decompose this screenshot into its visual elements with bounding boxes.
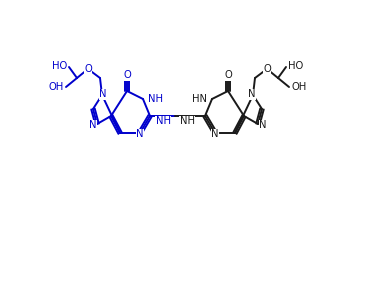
- Text: O: O: [224, 70, 232, 80]
- Text: OH: OH: [291, 82, 306, 92]
- Text: O: O: [84, 64, 92, 74]
- Text: N: N: [89, 120, 96, 130]
- Text: O: O: [263, 64, 271, 74]
- Text: NH: NH: [148, 94, 163, 104]
- Text: N: N: [211, 129, 219, 139]
- Text: N: N: [136, 129, 144, 139]
- Text: HN: HN: [192, 94, 207, 104]
- Text: HO: HO: [288, 61, 303, 71]
- Text: N: N: [259, 120, 266, 130]
- Text: HO: HO: [52, 61, 67, 71]
- Text: OH: OH: [49, 82, 64, 92]
- Text: N: N: [99, 89, 107, 99]
- Text: N: N: [248, 89, 256, 99]
- Text: NH: NH: [155, 116, 170, 126]
- Text: NH: NH: [180, 116, 195, 126]
- Text: O: O: [123, 70, 131, 80]
